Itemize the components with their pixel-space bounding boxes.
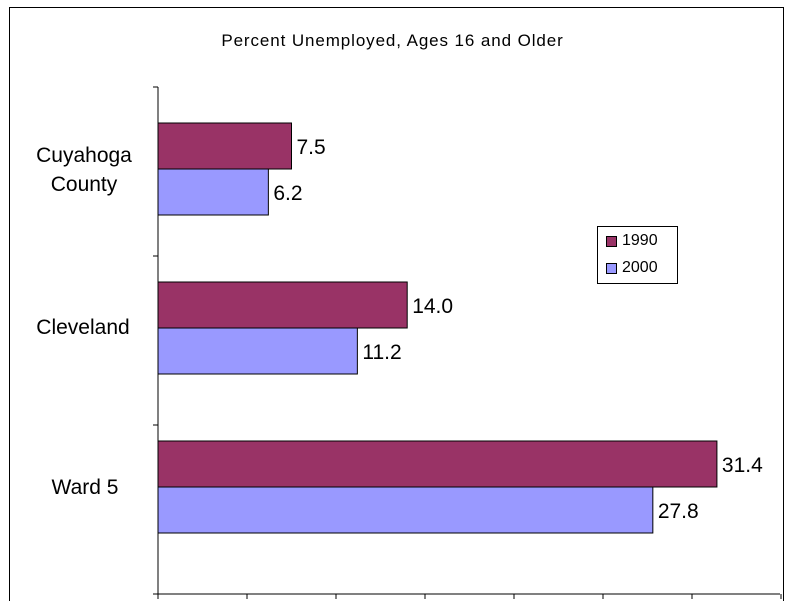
data-label: 31.4 [722,454,763,477]
category-label-cleveland: Cleveland [18,313,148,342]
data-label: 27.8 [658,500,699,523]
bar-2000-1 [157,327,358,375]
category-label-text: Cleveland [36,316,130,339]
data-label: 11.2 [362,341,401,364]
category-label-ward-5: Ward 5 [30,473,140,502]
data-label: 7.5 [297,136,326,159]
bar-2000-2 [157,486,654,534]
legend-item-1990: 1990 [606,232,658,250]
category-label-text: Ward 5 [51,476,119,499]
category-label-cuyahoga-county: Cuyahoga County [24,141,144,199]
bar-1990-2 [157,440,718,488]
bar-2000-0 [157,168,269,216]
category-label-text: Cuyahoga County [36,144,132,196]
data-label: 14.0 [412,295,453,318]
legend-label-2000: 2000 [622,259,658,276]
bar-1990-1 [157,281,408,329]
legend-swatch-2000 [606,262,617,274]
data-label: 6.2 [273,182,302,205]
legend-swatch-1990 [606,235,617,247]
legend-item-2000: 2000 [606,259,658,277]
legend-label-1990: 1990 [622,232,658,249]
bar-1990-0 [157,122,292,170]
legend: 1990 2000 [597,226,678,284]
chart-title: Percent Unemployed, Ages 16 and Older [221,31,564,50]
